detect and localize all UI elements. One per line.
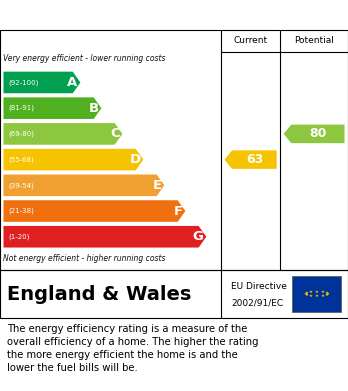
- Text: ★: ★: [305, 291, 309, 295]
- Text: ★: ★: [326, 292, 330, 296]
- Text: Very energy efficient - lower running costs: Very energy efficient - lower running co…: [3, 54, 166, 63]
- Text: ★: ★: [315, 294, 319, 298]
- Text: Potential: Potential: [294, 36, 334, 45]
- Text: 63: 63: [246, 153, 263, 166]
- Text: (92-100): (92-100): [9, 79, 39, 86]
- Polygon shape: [3, 97, 101, 119]
- Text: 2002/91/EC: 2002/91/EC: [231, 298, 284, 307]
- Text: ★: ★: [320, 290, 324, 294]
- Text: (1-20): (1-20): [9, 233, 30, 240]
- Text: (21-38): (21-38): [9, 208, 34, 214]
- Text: G: G: [193, 230, 204, 243]
- Bar: [292, 276, 341, 312]
- Text: ★: ★: [305, 293, 309, 297]
- Polygon shape: [3, 226, 206, 248]
- Text: The energy efficiency rating is a measure of the
overall efficiency of a home. T: The energy efficiency rating is a measur…: [7, 324, 259, 373]
- Text: ★: ★: [303, 292, 308, 296]
- Text: (69-80): (69-80): [9, 131, 35, 137]
- Polygon shape: [3, 149, 143, 170]
- Text: Not energy efficient - higher running costs: Not energy efficient - higher running co…: [3, 255, 166, 264]
- Text: F: F: [173, 204, 182, 217]
- Text: C: C: [110, 127, 120, 140]
- Text: ★: ★: [309, 290, 313, 294]
- Text: Current: Current: [234, 36, 268, 45]
- Polygon shape: [3, 174, 164, 196]
- Text: ★: ★: [309, 294, 313, 298]
- Text: Energy Efficiency Rating: Energy Efficiency Rating: [9, 7, 211, 23]
- Text: EU Directive: EU Directive: [231, 282, 287, 291]
- Text: 80: 80: [309, 127, 326, 140]
- Text: (55-68): (55-68): [9, 156, 34, 163]
- Polygon shape: [284, 125, 345, 143]
- Polygon shape: [224, 151, 277, 169]
- Text: ★: ★: [324, 293, 328, 297]
- Text: ★: ★: [315, 290, 319, 294]
- Text: ★: ★: [320, 294, 324, 298]
- Polygon shape: [3, 200, 185, 222]
- Text: A: A: [68, 76, 78, 89]
- Polygon shape: [3, 123, 122, 145]
- Polygon shape: [3, 72, 80, 93]
- Text: B: B: [88, 102, 98, 115]
- Text: E: E: [152, 179, 161, 192]
- Text: (81-91): (81-91): [9, 105, 35, 111]
- Text: ★: ★: [324, 291, 328, 295]
- Text: England & Wales: England & Wales: [7, 285, 191, 303]
- Text: D: D: [129, 153, 141, 166]
- Text: (39-54): (39-54): [9, 182, 34, 188]
